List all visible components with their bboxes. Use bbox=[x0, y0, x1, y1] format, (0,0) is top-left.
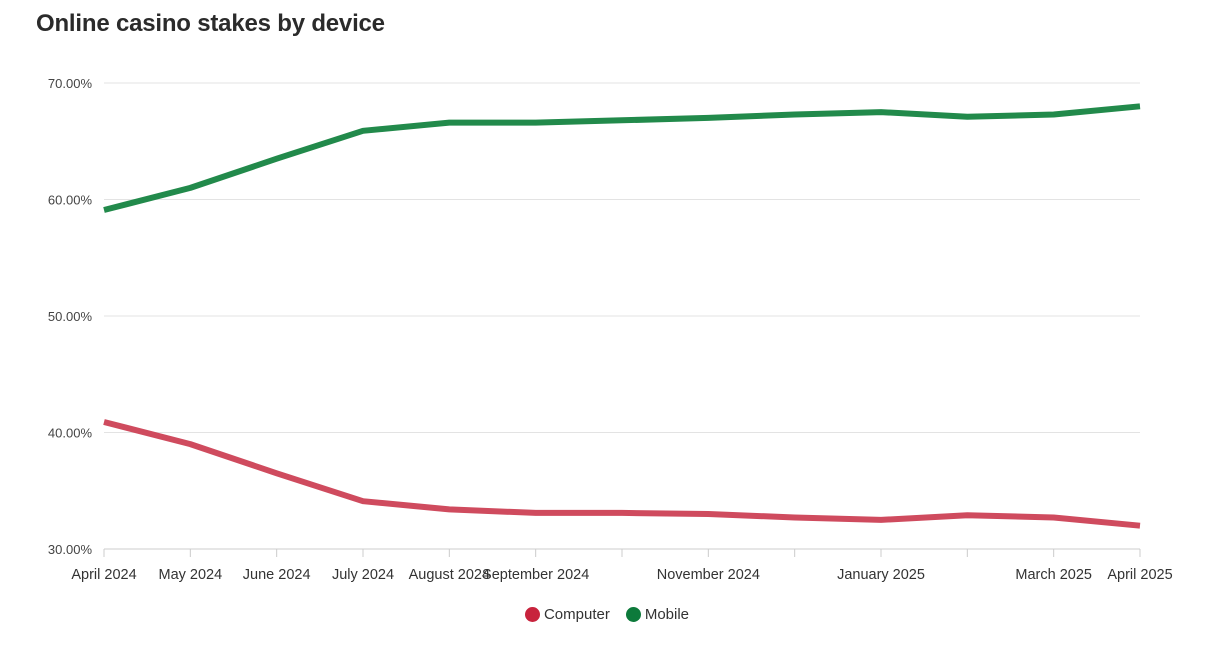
legend-label-computer: Computer bbox=[543, 606, 610, 623]
y-tick-label: 70.00% bbox=[48, 76, 93, 91]
x-tick-label: July 2024 bbox=[332, 567, 394, 583]
legend-label-mobile: Mobile bbox=[644, 606, 690, 623]
x-tick-label: March 2025 bbox=[1015, 567, 1092, 583]
y-tick-label: 40.00% bbox=[48, 426, 93, 441]
series-line-computer bbox=[103, 419, 1141, 529]
x-tick-label: May 2024 bbox=[158, 567, 222, 583]
y-tick-label: 50.00% bbox=[48, 309, 93, 324]
legend-item-computer[interactable]: Computer bbox=[524, 606, 610, 623]
legend-dot-computer bbox=[524, 607, 540, 622]
legend-dot-mobile bbox=[625, 607, 641, 622]
x-tick-label: November 2024 bbox=[657, 567, 760, 583]
gridlines bbox=[104, 82, 1140, 433]
y-axis: 30.00% 40.00% 50.00% 60.00% 70.00% bbox=[48, 76, 93, 557]
line-chart: 30.00% 40.00% 50.00% 60.00% 70.00% April 202… bbox=[48, 76, 1173, 583]
x-axis: April 2024 May 2024 June 2024 July 2024 Augu… bbox=[71, 548, 1173, 583]
x-tick-label: January 2025 bbox=[837, 567, 925, 583]
x-tick-label: April 2024 bbox=[71, 567, 136, 583]
legend-item-mobile[interactable]: Mobile bbox=[625, 606, 690, 623]
x-tick-label: April 2025 bbox=[1107, 567, 1172, 583]
legend: Computer Mobile bbox=[0, 606, 1214, 623]
y-tick-label: 30.00% bbox=[48, 542, 93, 557]
series-lines bbox=[103, 103, 1141, 529]
series-line-mobile bbox=[103, 103, 1141, 213]
x-tick-label: June 2024 bbox=[243, 567, 311, 583]
y-tick-label: 60.00% bbox=[48, 193, 93, 208]
chart-title: Online casino stakes by device bbox=[36, 10, 385, 37]
x-tick-label: August 2024 bbox=[409, 567, 490, 583]
x-tick-label: September 2024 bbox=[482, 567, 589, 583]
